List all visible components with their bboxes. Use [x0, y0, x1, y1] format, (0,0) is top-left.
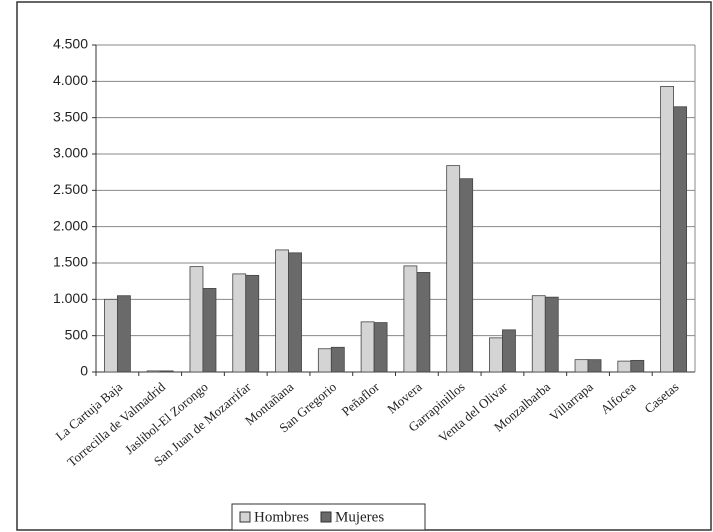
bar	[330, 346, 345, 373]
bar	[116, 295, 131, 373]
bar	[317, 348, 332, 373]
bar	[245, 274, 260, 373]
y-tick-label: 2.000	[53, 217, 88, 233]
bar	[544, 296, 559, 373]
y-tick-label: 500	[65, 326, 89, 342]
bar	[489, 337, 503, 373]
y-tick-label: 3.000	[53, 145, 88, 161]
bar	[416, 272, 431, 373]
bar	[159, 370, 174, 373]
legend-swatch	[239, 511, 251, 523]
y-tick-label: 4.500	[53, 36, 88, 52]
bar	[373, 322, 388, 373]
legend: Hombres Mujeres	[231, 503, 426, 531]
bar	[202, 288, 217, 373]
y-tick-label: 3.500	[53, 108, 88, 124]
bar	[189, 266, 204, 373]
y-tick-label: 1.500	[53, 254, 88, 270]
y-tick-label: 2.500	[53, 181, 88, 197]
bar	[288, 252, 302, 373]
bar	[630, 359, 645, 373]
bar	[617, 360, 632, 373]
bar	[146, 370, 161, 373]
chart-frame	[16, 1, 712, 531]
bar	[574, 359, 589, 373]
bar	[446, 165, 461, 373]
bar	[103, 298, 118, 373]
bar	[459, 178, 474, 373]
bar	[587, 359, 602, 373]
bar	[531, 295, 546, 373]
legend-label: Hombres	[254, 509, 309, 525]
bar	[360, 321, 375, 373]
bar	[275, 249, 289, 373]
y-tick-label: 4.000	[53, 72, 88, 88]
y-tick-label: 1.000	[53, 290, 88, 306]
legend-label: Mujeres	[335, 509, 384, 525]
bar	[660, 86, 675, 373]
bar	[232, 273, 247, 373]
legend-swatch	[320, 511, 332, 523]
bar	[673, 106, 688, 373]
bar	[403, 265, 418, 373]
bar	[502, 329, 516, 373]
y-tick-label: 0	[80, 363, 88, 379]
